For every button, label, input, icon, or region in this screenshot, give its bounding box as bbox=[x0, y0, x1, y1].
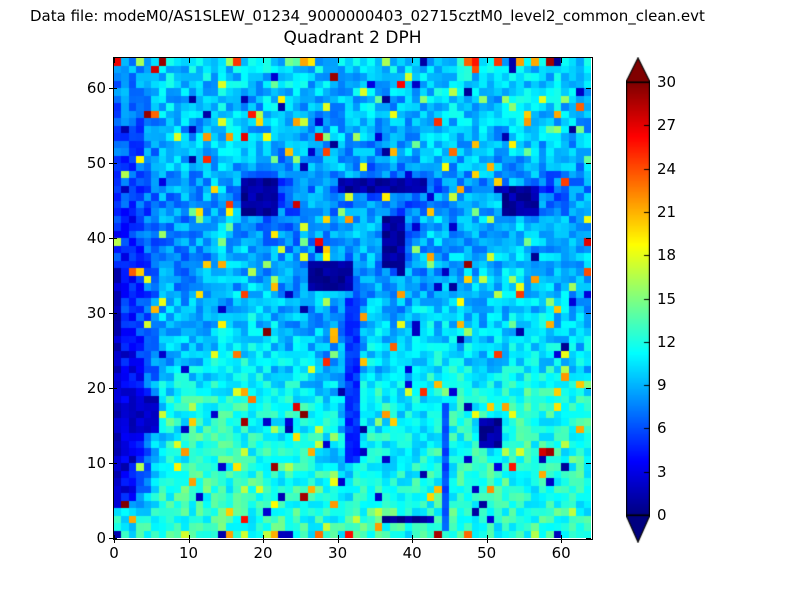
x-axis-tick-top bbox=[263, 58, 265, 63]
x-axis-tick bbox=[337, 535, 339, 543]
x-tick-label: 20 bbox=[253, 544, 273, 562]
y-tick-label: 40 bbox=[86, 229, 106, 247]
x-tick-label: 40 bbox=[402, 544, 422, 562]
x-axis-tick bbox=[263, 535, 265, 543]
y-axis-tick bbox=[109, 538, 117, 539]
colorbar-tick-label: 18 bbox=[657, 246, 677, 265]
x-axis-tick-top bbox=[486, 58, 488, 63]
colorbar-tick-label: 6 bbox=[657, 419, 667, 438]
colorbar-tick-label: 12 bbox=[657, 332, 677, 351]
data-file-label: Data file: modeM0/AS1SLEW_01234_90000004… bbox=[30, 7, 705, 25]
y-tick-label: 10 bbox=[86, 454, 106, 472]
y-tick-label: 60 bbox=[86, 79, 106, 97]
y-axis-tick-right bbox=[586, 388, 591, 389]
x-axis-tick-top bbox=[188, 58, 190, 63]
x-axis-tick bbox=[561, 535, 563, 543]
y-tick-label: 50 bbox=[86, 154, 106, 172]
colorbar-tick-label: 30 bbox=[657, 73, 677, 91]
colorbar-tick-label: 9 bbox=[657, 376, 667, 395]
y-axis-tick bbox=[109, 238, 117, 239]
y-axis-tick bbox=[109, 388, 117, 389]
colorbar-canvas bbox=[626, 57, 650, 543]
x-tick-label: 30 bbox=[328, 544, 348, 562]
x-axis-tick bbox=[114, 535, 115, 543]
y-axis-tick bbox=[109, 88, 117, 89]
x-tick-label: 60 bbox=[551, 544, 571, 562]
y-axis-tick-right bbox=[586, 463, 591, 464]
x-tick-label: 10 bbox=[178, 544, 199, 562]
x-axis-tick-top bbox=[561, 58, 563, 63]
colorbar-tick-label: 3 bbox=[657, 462, 667, 481]
x-axis-tick-top bbox=[114, 58, 115, 63]
y-axis-tick bbox=[109, 463, 117, 464]
chart-title: Quadrant 2 DPH bbox=[283, 28, 422, 48]
colorbar-tick-label: 27 bbox=[657, 116, 677, 135]
colorbar-tick-label: 24 bbox=[657, 159, 677, 178]
y-tick-label: 20 bbox=[86, 379, 106, 397]
y-axis-tick-right bbox=[586, 313, 591, 314]
colorbar-tick-label: 15 bbox=[657, 289, 677, 308]
colorbar-tick-label: 0 bbox=[657, 506, 667, 524]
x-axis-tick-top bbox=[412, 58, 414, 63]
y-axis-tick-right bbox=[586, 88, 591, 89]
y-axis-tick-right bbox=[586, 238, 591, 239]
x-axis-tick bbox=[188, 535, 190, 543]
x-axis-tick bbox=[412, 535, 414, 543]
y-axis-tick-right bbox=[586, 538, 591, 539]
y-tick-label: 30 bbox=[86, 304, 106, 322]
x-tick-label: 0 bbox=[109, 544, 119, 562]
x-tick-label: 50 bbox=[477, 544, 497, 562]
heatmap-canvas bbox=[114, 58, 591, 538]
colorbar-tick-label: 21 bbox=[657, 202, 677, 221]
y-tick-label: 0 bbox=[96, 529, 106, 547]
y-axis-tick-right bbox=[586, 163, 591, 164]
x-axis-tick-top bbox=[337, 58, 339, 63]
y-axis-tick bbox=[109, 313, 117, 314]
y-axis-tick bbox=[109, 163, 117, 164]
x-axis-tick bbox=[486, 535, 488, 543]
